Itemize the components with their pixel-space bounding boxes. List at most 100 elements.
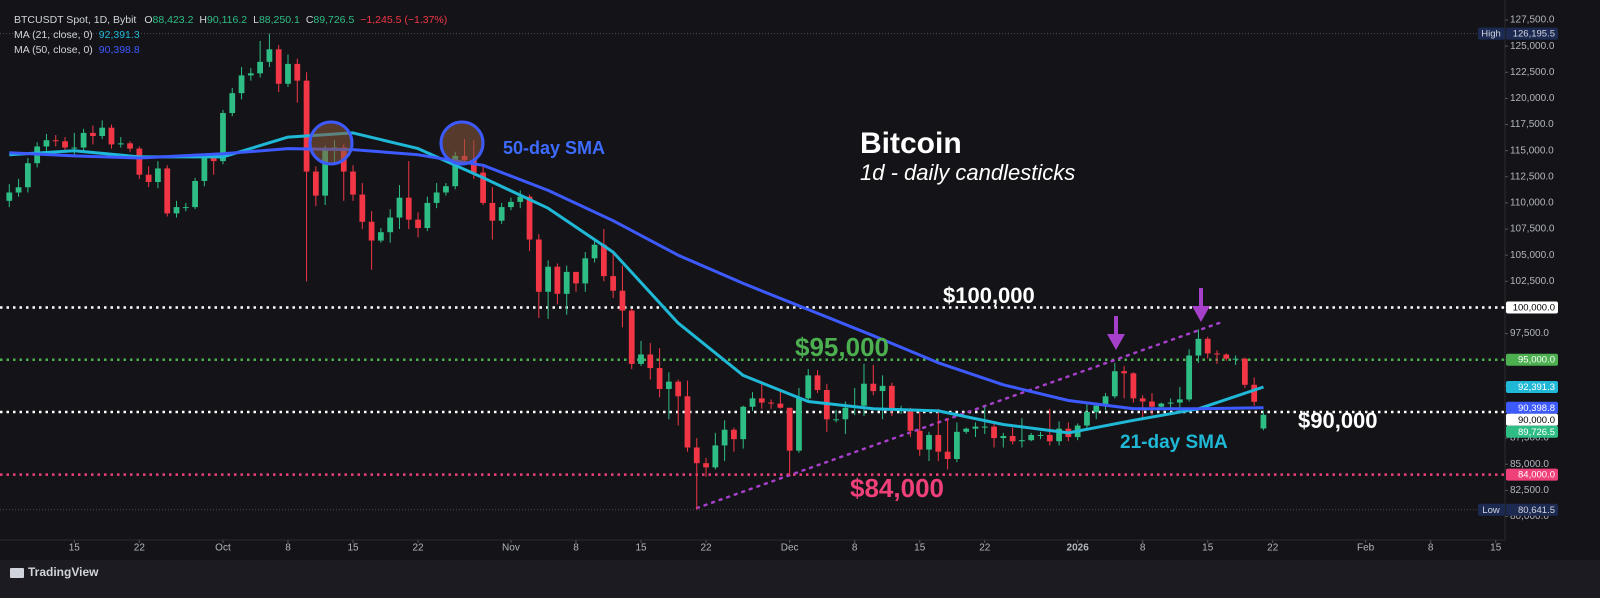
candle-body <box>582 258 589 284</box>
candle-body <box>182 207 189 209</box>
candle-body <box>322 149 329 196</box>
chart-title: Bitcoin <box>860 127 962 160</box>
price-badge-tag-label: High <box>1481 29 1501 40</box>
annotation: 21-day SMA <box>1120 432 1228 453</box>
candle-body <box>285 63 291 84</box>
candle-body <box>52 140 59 142</box>
candle-body <box>712 445 719 468</box>
y-tick-label: 122,500.0 <box>1510 67 1555 78</box>
candle-body <box>275 49 282 84</box>
candle-body <box>303 80 310 172</box>
candle-body <box>721 429 728 446</box>
candle-body <box>43 140 50 147</box>
price-badge-tag <box>1478 503 1505 516</box>
trend-line <box>695 320 1224 510</box>
highlight-circle <box>308 120 354 166</box>
candle-body <box>378 232 384 241</box>
candle-body <box>1037 434 1044 436</box>
candle-body <box>563 271 570 294</box>
y-tick-label: 120,000.0 <box>1510 93 1555 104</box>
ma-line <box>9 147 1264 411</box>
candle-body <box>944 451 951 459</box>
y-tick-label: 127,500.0 <box>1510 15 1555 26</box>
candle-body <box>600 244 607 277</box>
candle-body <box>117 143 124 145</box>
candle-body <box>842 407 849 420</box>
candle-body <box>350 171 356 195</box>
candle-body <box>656 368 663 389</box>
arrow <box>1192 288 1210 322</box>
x-tick-label: 15 <box>1202 543 1214 554</box>
candle-body <box>610 276 617 291</box>
candle-body <box>981 426 988 428</box>
candle-body <box>1214 353 1220 355</box>
quote-tag: O <box>144 14 152 26</box>
candle-body <box>1046 434 1053 442</box>
candle-body <box>916 430 923 450</box>
legend-name: MA (21, close, 0) <box>14 29 93 41</box>
candle-body <box>136 148 143 175</box>
candle-body <box>749 398 756 407</box>
candle-body <box>684 396 691 448</box>
candle-body <box>1084 411 1090 426</box>
x-tick-label: 8 <box>1140 543 1146 554</box>
ma-layer <box>9 131 1264 435</box>
candle-body <box>786 407 793 451</box>
candle-body <box>1056 428 1062 442</box>
candle-body <box>247 73 254 76</box>
candle-body <box>1251 384 1258 402</box>
x-tick-label: 15 <box>635 543 647 554</box>
candle-body <box>1130 373 1137 399</box>
candle-body <box>1232 358 1239 360</box>
quote-tag: L <box>253 14 259 26</box>
candle-body <box>1028 434 1035 441</box>
x-tick-label: 22 <box>412 543 424 554</box>
candle-body <box>80 132 87 148</box>
y-tick-label: 80,000.0 <box>1510 511 1549 522</box>
candle-body <box>879 385 886 392</box>
candle-body <box>545 266 551 292</box>
candle-body <box>155 168 161 183</box>
candle-body <box>443 186 449 193</box>
price-badge <box>1506 401 1558 414</box>
candle-body <box>405 197 412 220</box>
y-tick-label: 125,000.0 <box>1510 41 1555 52</box>
x-tick-label: 15 <box>347 543 359 554</box>
price-badge-label: 95,000.0 <box>1518 355 1555 366</box>
candle-body <box>758 398 765 403</box>
candle-body <box>1121 371 1127 374</box>
candle-body <box>508 201 514 208</box>
candle-body <box>257 61 264 74</box>
plot-background <box>0 0 1600 560</box>
candle-body <box>173 207 180 214</box>
candle-body <box>238 75 245 94</box>
quote-change: −1,245.5 (−1.37%) <box>360 14 447 26</box>
price-badge <box>1506 468 1558 481</box>
x-tick-label: 2026 <box>1067 543 1090 554</box>
legend-row: MA (50, close, 0) 90,398.8 <box>14 44 140 56</box>
price-badge <box>1506 353 1558 366</box>
candle-body <box>833 419 839 421</box>
candle-body <box>517 196 524 202</box>
y-tick-label: 107,500.0 <box>1510 224 1555 235</box>
candle-body <box>768 402 774 404</box>
candle-body <box>62 141 68 148</box>
y-tick-label: 85,000.0 <box>1510 459 1549 470</box>
candle-body <box>452 155 459 187</box>
candle-body <box>675 381 682 397</box>
price-badge-label: 90,000.0 <box>1518 415 1555 426</box>
candle-body <box>1158 403 1165 407</box>
candle-body <box>387 217 394 233</box>
candle-body <box>1167 402 1174 404</box>
y-tick-label: 82,500.0 <box>1510 485 1549 496</box>
candle-body <box>1176 399 1183 403</box>
candle-body <box>192 180 198 208</box>
price-badge-tag <box>1478 27 1505 40</box>
x-tick-label: 22 <box>700 543 712 554</box>
x-tick-label: 15 <box>1490 543 1502 554</box>
legend-value: 92,391.3 <box>99 29 140 41</box>
candle-body <box>591 244 598 259</box>
candle-body <box>972 426 979 429</box>
